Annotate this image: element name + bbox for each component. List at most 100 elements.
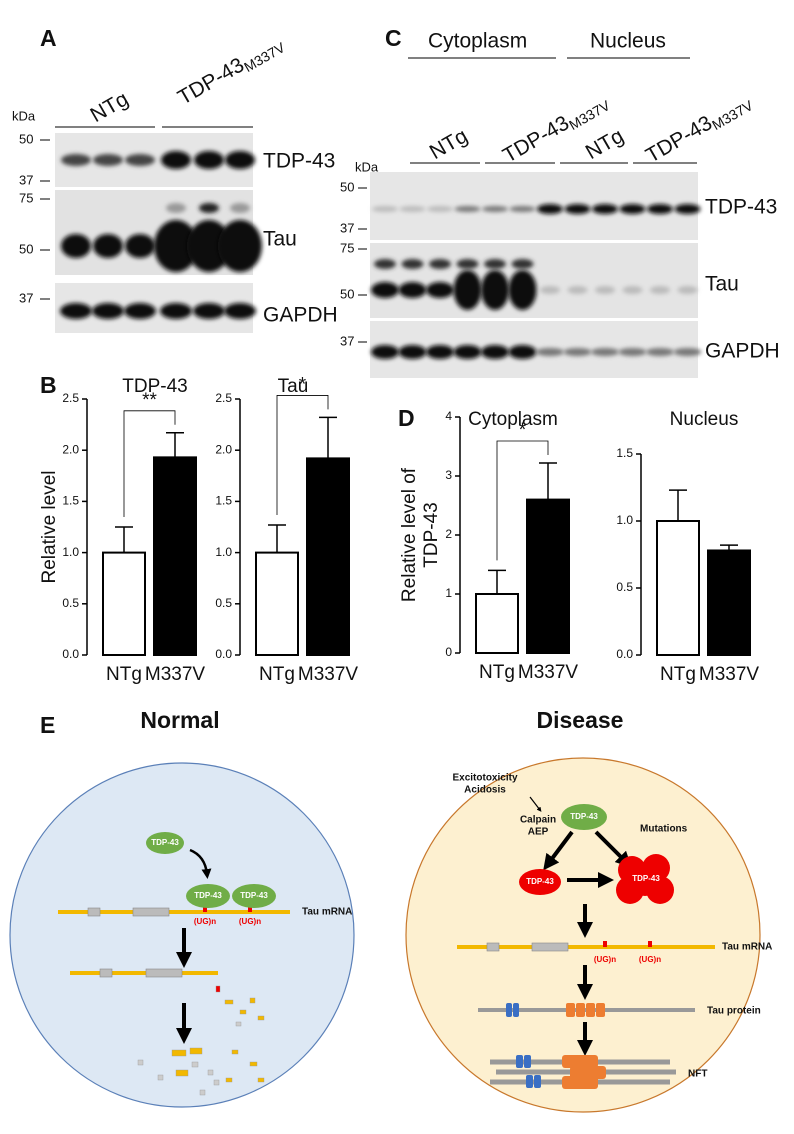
exons [87, 907, 170, 917]
blot-band [456, 259, 479, 269]
blot-row-label: GAPDH [705, 340, 780, 363]
y-tick-label: 1.5 [616, 446, 633, 460]
protease-label: AEP [528, 827, 549, 838]
group-label: TDP-43M337V [174, 31, 288, 111]
arrow [189, 848, 212, 879]
kda-label: kDa [12, 108, 36, 123]
blot-band [592, 204, 618, 214]
blot-band [481, 270, 509, 310]
y-axis-label: Relative level [39, 471, 60, 584]
blot-band [674, 204, 701, 214]
mw-marker: 50 [340, 286, 354, 301]
blot-band [193, 303, 225, 319]
blot-band [124, 303, 156, 319]
mw-marker: 75 [19, 190, 33, 205]
blot-band [61, 234, 91, 258]
blot-band [536, 348, 564, 356]
protein-label: Tau protein [707, 1006, 761, 1017]
ug-label: (UG)n [594, 955, 616, 964]
blot-band [540, 286, 560, 294]
blot-band [230, 203, 250, 213]
group-label: NTg [86, 87, 132, 127]
tdp43-oval [232, 884, 276, 908]
y-tick-label: 2.5 [215, 391, 232, 405]
blot-band [650, 286, 670, 294]
x-tick-label: M337V [699, 664, 760, 685]
chart-title: Tau [278, 376, 309, 397]
oval-label: TDP-43 [526, 877, 554, 886]
y-tick-label: 3 [445, 468, 452, 482]
arrow [529, 796, 542, 812]
blot-band [677, 286, 698, 294]
blot-row-label: TDP-43 [263, 150, 335, 173]
blot-band [398, 345, 427, 359]
blot-a [55, 133, 262, 333]
y-tick-label: 1.0 [616, 513, 633, 527]
y-tick-label: 0.0 [215, 647, 232, 661]
tdp43-oval [186, 884, 230, 908]
nft-label: NFT [688, 1069, 707, 1080]
y-axis-label: TDP-43 [421, 502, 442, 567]
blot-band [93, 234, 123, 258]
blot-band [484, 259, 506, 269]
chart-title: Nucleus [670, 409, 739, 430]
blot-band [199, 203, 219, 213]
blot-band [401, 259, 424, 269]
y-tick-label: 1.0 [215, 545, 232, 559]
mw-marker: 37 [340, 333, 354, 348]
y-tick-label: 4 [445, 409, 452, 423]
blot-band [61, 154, 91, 166]
significance-bracket [496, 440, 549, 561]
blot-band [93, 154, 123, 166]
x-tick-label: NTg [660, 664, 696, 685]
x-tick-label: M337V [518, 662, 579, 683]
blot-band [647, 204, 673, 214]
group-name: TDP-43 [174, 53, 248, 109]
x-tick-label: NTg [106, 664, 142, 685]
x-tick-label: NTg [259, 664, 295, 685]
y-tick-label: 0 [445, 645, 452, 659]
tdp43-oval [561, 804, 607, 830]
blot-band [595, 286, 615, 294]
blot-band [567, 286, 588, 294]
blot-band [125, 154, 155, 166]
blot-strip [370, 172, 698, 240]
bar [255, 551, 299, 656]
mw-marker: 50 [340, 179, 354, 194]
blot-band [427, 206, 453, 212]
arrow [543, 830, 574, 871]
y-axis-label: Relative level of [399, 467, 420, 602]
y-tick-label: 1.0 [62, 545, 79, 559]
bar [656, 520, 700, 656]
y-tick-label: 0.0 [62, 647, 79, 661]
blot-band [508, 345, 537, 359]
group-name: TDP-43 [642, 111, 716, 167]
oval-label: TDP-43 [632, 874, 660, 883]
blot-band [508, 270, 537, 310]
blot-band [454, 206, 481, 212]
panel-label: D [398, 405, 415, 431]
ug-mark [603, 941, 607, 947]
blot-band [92, 303, 124, 319]
mw-marker: 75 [340, 240, 354, 255]
bar [526, 498, 570, 654]
blot-band [429, 259, 451, 269]
blot-band [371, 282, 399, 298]
blot-band [453, 345, 482, 359]
mw-marker: 37 [19, 290, 33, 305]
mw-marker: 37 [19, 172, 33, 187]
blot-band [374, 259, 396, 269]
ug-mark [648, 941, 652, 947]
blot-band [161, 151, 191, 169]
significance-bracket [123, 410, 176, 517]
tdp43-aggregate [616, 854, 674, 904]
group-label: NTg [426, 124, 472, 164]
panel-label: E [40, 712, 55, 738]
tdp43-oval [146, 832, 184, 854]
significance-label: * [299, 374, 307, 395]
significance-label: * [519, 420, 527, 441]
mrna-label: Tau mRNA [722, 942, 772, 953]
bar [153, 456, 197, 657]
ug-label: (UG)n [194, 917, 216, 926]
